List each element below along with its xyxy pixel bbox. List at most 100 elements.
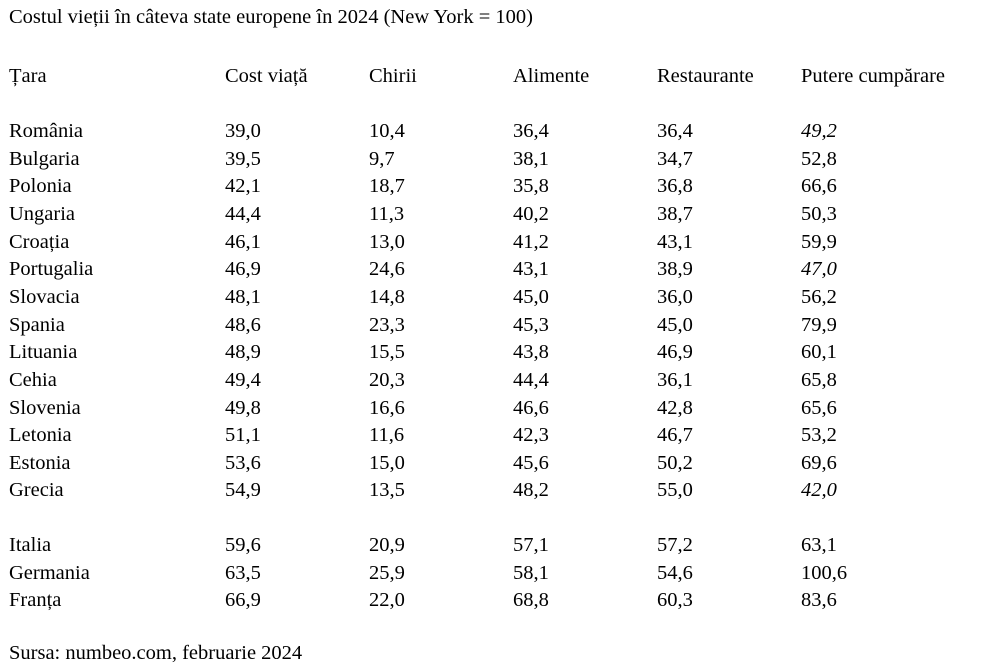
table-cell-country: Letonia	[9, 424, 72, 447]
table-cell-restaurants: 50,2	[657, 451, 693, 474]
table-cell-cost-of-living: 48,9	[225, 341, 261, 364]
table-cell-purchasing-power: 60,1	[801, 341, 837, 364]
table-cell-groceries: 36,4	[513, 120, 549, 142]
table-cell-cost-of-living: 51,1	[225, 424, 261, 447]
table-cell-cost-of-living: 49,4	[225, 368, 261, 391]
table-cell-groceries: 48,2	[513, 479, 549, 502]
table-cell-restaurants: 38,9	[657, 258, 693, 281]
table-cell-rent: 9,7	[369, 147, 395, 170]
header-groceries: Alimente	[513, 65, 590, 87]
header-rent: Chirii	[369, 65, 417, 87]
table-cell-country: Cehia	[9, 368, 57, 391]
table-cell-cost-of-living: 63,5	[225, 561, 261, 584]
table-cell-groceries: 58,1	[513, 561, 549, 584]
table-cell-groceries: 40,2	[513, 202, 549, 225]
table-cell-groceries: 41,2	[513, 230, 549, 253]
table-cell-restaurants: 36,8	[657, 175, 693, 198]
source-note: Sursa: numbeo.com, februarie 2024	[9, 642, 303, 664]
table-cell-rent: 11,6	[369, 424, 405, 447]
table-cell-country: Spania	[9, 313, 65, 336]
table-cell-rent: 24,6	[369, 258, 405, 281]
table-cell-purchasing-power: 100,6	[801, 561, 848, 584]
table-cell-rent: 22,0	[369, 589, 405, 612]
table-cell-country: Croația	[9, 230, 70, 253]
table-cell-rent: 15,5	[369, 341, 405, 364]
table-cell-country: Bulgaria	[9, 147, 80, 170]
table-cell-country: Slovacia	[9, 285, 80, 308]
table-cell-purchasing-power: 83,6	[801, 589, 837, 612]
table-cell-groceries: 57,1	[513, 534, 549, 556]
table-cell-restaurants: 34,7	[657, 147, 693, 170]
table-cell-rent: 23,3	[369, 313, 405, 336]
table-cell-purchasing-power: 56,2	[801, 285, 837, 308]
table-cell-rent: 16,6	[369, 396, 405, 419]
table-cell-restaurants: 55,0	[657, 479, 693, 502]
table-cell-groceries: 46,6	[513, 396, 549, 419]
table-cell-country: Polonia	[9, 175, 72, 198]
table-cell-groceries: 38,1	[513, 147, 549, 170]
table-cell-country: Ungaria	[9, 202, 76, 225]
table-cell-restaurants: 43,1	[657, 230, 693, 253]
table-cell-cost-of-living: 46,1	[225, 230, 261, 253]
table-cell-rent: 25,9	[369, 561, 405, 584]
table-cell-cost-of-living: 54,9	[225, 479, 261, 502]
table-cell-rent: 18,7	[369, 175, 405, 198]
table-cell-purchasing-power: 42,0	[801, 479, 837, 502]
table-cell-rent: 13,0	[369, 230, 405, 253]
table-cell-cost-of-living: 66,9	[225, 589, 261, 612]
table-cell-country: Germania	[9, 561, 90, 584]
table-cell-country: Portugalia	[9, 258, 94, 281]
table-cell-country: Slovenia	[9, 396, 81, 419]
table-cell-purchasing-power: 65,8	[801, 368, 837, 391]
table-cell-rent: 15,0	[369, 451, 405, 474]
table-cell-rent: 14,8	[369, 285, 405, 308]
table-cell-restaurants: 57,2	[657, 534, 693, 556]
table-cell-cost-of-living: 42,1	[225, 175, 261, 198]
table-cell-cost-of-living: 44,4	[225, 202, 261, 225]
table-cell-country: Grecia	[9, 479, 64, 502]
table-cell-purchasing-power: 50,3	[801, 202, 837, 225]
table-cell-rent: 20,3	[369, 368, 405, 391]
table-cell-cost-of-living: 53,6	[225, 451, 261, 474]
table-cell-country: Estonia	[9, 451, 71, 474]
table-cell-restaurants: 36,4	[657, 120, 693, 142]
table-cell-cost-of-living: 39,0	[225, 120, 261, 142]
table-cell-purchasing-power: 66,6	[801, 175, 837, 198]
table-cell-restaurants: 36,0	[657, 285, 693, 308]
table-cell-groceries: 44,4	[513, 368, 549, 391]
table-cell-restaurants: 54,6	[657, 561, 693, 584]
table-cell-cost-of-living: 48,1	[225, 285, 261, 308]
table-cell-purchasing-power: 63,1	[801, 534, 837, 556]
table-cell-cost-of-living: 39,5	[225, 147, 261, 170]
table-cell-rent: 20,9	[369, 534, 405, 556]
table-cell-country: România	[9, 120, 84, 142]
table-cell-purchasing-power: 65,6	[801, 396, 837, 419]
header-cost-of-living: Cost viață	[225, 65, 308, 87]
table-cell-cost-of-living: 59,6	[225, 534, 261, 556]
table-cell-groceries: 45,0	[513, 285, 549, 308]
header-restaurants: Restaurante	[657, 65, 754, 87]
table-cell-purchasing-power: 69,6	[801, 451, 837, 474]
table-cell-rent: 13,5	[369, 479, 405, 502]
table-cell-purchasing-power: 53,2	[801, 424, 837, 447]
table-cell-purchasing-power: 52,8	[801, 147, 837, 170]
table-cell-restaurants: 38,7	[657, 202, 693, 225]
table-cell-groceries: 42,3	[513, 424, 549, 447]
table-cell-purchasing-power: 47,0	[801, 258, 837, 281]
header-country: Țara	[9, 65, 47, 87]
table-cell-groceries: 45,3	[513, 313, 549, 336]
table-cell-cost-of-living: 49,8	[225, 396, 261, 419]
table-cell-rent: 10,4	[369, 120, 405, 142]
table-cell-purchasing-power: 79,9	[801, 313, 837, 336]
table-cell-country: Lituania	[9, 341, 78, 364]
table-cell-purchasing-power: 49,2	[801, 120, 837, 142]
table-cell-restaurants: 46,7	[657, 424, 693, 447]
table-cell-cost-of-living: 46,9	[225, 258, 261, 281]
table-cell-groceries: 68,8	[513, 589, 549, 612]
table-cell-restaurants: 36,1	[657, 368, 693, 391]
table-cell-restaurants: 60,3	[657, 589, 693, 612]
table-cell-groceries: 35,8	[513, 175, 549, 198]
table-cell-groceries: 45,6	[513, 451, 549, 474]
table-cell-cost-of-living: 48,6	[225, 313, 261, 336]
